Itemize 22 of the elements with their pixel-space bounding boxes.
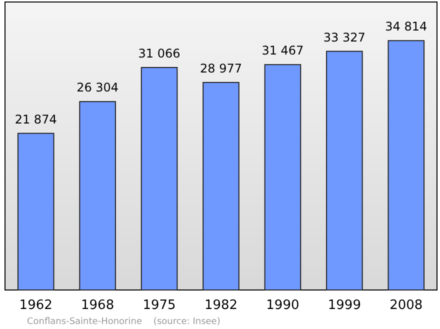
data-label: 31 066 [138,46,180,60]
bar [388,40,425,290]
data-label: 31 467 [262,44,304,58]
data-label: 33 327 [323,30,366,44]
text: Conflans-Sainte-Honorine (source: Insee) [27,317,220,327]
data-label: 26 304 [76,80,119,95]
bar [264,64,302,290]
data-label: 34 814 [385,20,428,34]
x-tick-label: 2008 [390,298,423,313]
bar [202,82,240,290]
bar [17,132,54,290]
data-label: 28 977 [200,61,242,76]
bar [326,50,363,290]
bar [79,101,116,290]
bar [140,66,178,290]
x-tick-label: 1999 [328,298,361,313]
data-label: 21 874 [14,112,57,126]
x-tick-label: 1990 [266,298,300,313]
x-tick-label: 1968 [81,298,114,313]
x-tick-label: 1982 [204,298,238,313]
x-tick-label: 1975 [142,298,176,313]
x-tick-label: 1962 [19,298,52,313]
